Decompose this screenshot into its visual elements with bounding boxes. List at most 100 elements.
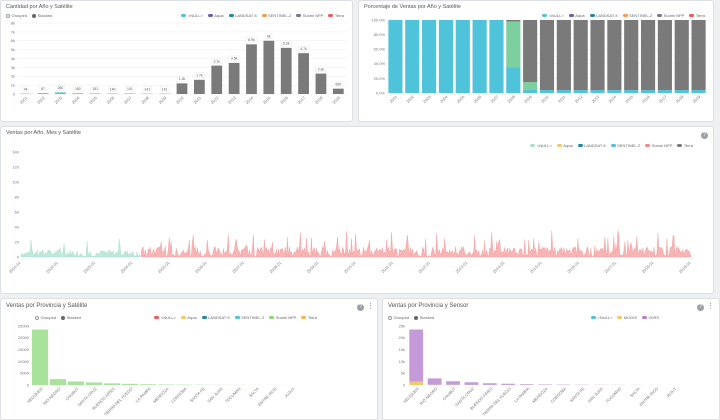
data-label-box	[125, 86, 135, 92]
legend-swatch	[228, 14, 234, 17]
legend-swatch	[234, 316, 240, 319]
legend-label: <NULL>	[536, 143, 552, 148]
chart-mode-toggle: Grouped Stacked	[35, 315, 81, 320]
y-tick-label: 40	[15, 224, 20, 229]
help-icon[interactable]: ?	[697, 303, 704, 311]
x-tick-label: SALTA	[248, 386, 260, 398]
x-tick-label: MENDOZA	[531, 386, 549, 404]
x-tick-label: 2014-01	[492, 260, 506, 274]
legend-label: <NULL>	[187, 13, 203, 18]
bar-segment	[506, 20, 521, 22]
x-tick-label: SAN JUAN	[206, 386, 224, 404]
legend-item[interactable]: Aqua	[568, 13, 585, 18]
legend-item[interactable]: Aqua	[180, 315, 197, 320]
legend-swatch	[180, 316, 186, 319]
data-label: 160	[75, 87, 81, 91]
y-tick-label: 0	[13, 91, 16, 96]
y-tick-label: 3k	[11, 65, 15, 70]
data-label-box	[108, 86, 117, 92]
legend-item[interactable]: Suomi NPP	[269, 315, 296, 320]
bar	[280, 47, 292, 94]
legend-item[interactable]: Aqua	[556, 143, 573, 148]
x-tick-label: 2003	[53, 95, 63, 105]
x-tick-label: 2003-01	[82, 260, 96, 274]
legend-item[interactable]: <NULL>	[181, 13, 203, 18]
data-label-box	[228, 55, 240, 62]
legend-item[interactable]: <NULL>	[591, 315, 612, 320]
legend-item[interactable]: Aqua	[207, 13, 224, 18]
bar-segment	[506, 21, 521, 68]
bar	[49, 379, 67, 385]
panel-porcentaje-anio-satelite: Porcentaje de Ventas por Año y Satélite …	[358, 0, 714, 122]
legend-item[interactable]: SENTINEL-2	[261, 13, 291, 18]
x-tick-label: MENDOZA	[152, 386, 170, 404]
x-tick-label: ENTRE RIOS	[257, 386, 278, 407]
x-tick-label: 2008	[140, 95, 150, 105]
y-tick-label: 25k	[399, 323, 405, 328]
legend-item[interactable]: MODIS	[617, 315, 637, 320]
legend-label: <NULL>	[597, 315, 613, 320]
legend-item[interactable]: <NULL>	[542, 13, 564, 18]
x-tick-label: 2019	[331, 95, 341, 105]
bar-segment	[405, 20, 420, 93]
grouped-toggle[interactable]: Grouped	[388, 315, 409, 320]
legend-item[interactable]: VIIRS	[642, 315, 659, 320]
x-tick-label: 2011-01	[380, 260, 394, 274]
legend-label: SENTINEL-2	[617, 143, 641, 148]
legend-item[interactable]: SENTINEL-2	[610, 143, 641, 148]
x-tick-label: 2019	[691, 94, 701, 104]
x-tick-label: SANTA FE	[189, 386, 206, 403]
legend-item[interactable]: LANDSAT 8	[201, 315, 230, 320]
legend-item[interactable]: SENTINEL-2	[622, 13, 652, 18]
more-options-icon[interactable]: ⋮	[367, 303, 374, 310]
legend-swatch	[261, 14, 267, 17]
legend-item[interactable]: Terra	[677, 143, 693, 148]
y-tick-label: 100	[12, 179, 19, 184]
legend-item[interactable]: LANDSAT 8	[589, 13, 618, 18]
x-tick-label: 2007	[123, 95, 133, 105]
legend-swatch	[610, 144, 616, 147]
help-icon[interactable]: ?	[357, 303, 364, 311]
legend-item[interactable]: Terra	[689, 13, 705, 18]
more-options-icon[interactable]: ⋮	[707, 303, 714, 310]
legend-item[interactable]: LANDSAT 8	[577, 143, 606, 148]
y-tick-label: 20k	[399, 335, 405, 340]
x-tick-label: 2019-01	[678, 260, 692, 274]
legend-item[interactable]: <NULL>	[530, 143, 552, 148]
x-tick-label: 2009	[158, 95, 168, 105]
help-icon[interactable]: ?	[701, 132, 708, 139]
stacked-toggle[interactable]: Stacked	[61, 315, 81, 320]
legend-item[interactable]: Terra	[328, 13, 344, 18]
legend-item[interactable]: Suomi NPP	[657, 13, 684, 18]
grouped-toggle[interactable]: Grouped	[35, 315, 56, 320]
y-tick-label: 15k	[399, 347, 405, 352]
grouped-toggle[interactable]: Grouped	[6, 13, 27, 18]
legend-label: SENTINEL-2	[241, 315, 265, 320]
x-tick-label: 2008	[506, 94, 516, 104]
panel-title: Porcentaje de Ventas por Año y Satélite	[364, 4, 461, 10]
y-tick-label: 80	[15, 194, 20, 199]
legend-item[interactable]: LANDSAT 8	[228, 13, 257, 18]
legend-item[interactable]: <NULL>	[154, 315, 176, 320]
legend-item[interactable]: Suomi NPP	[296, 13, 323, 18]
x-tick-label: 2005	[456, 94, 466, 104]
bar	[124, 93, 136, 94]
y-tick-label: 120	[12, 164, 19, 169]
legend-swatch	[577, 144, 583, 147]
legend-item[interactable]: Terra	[301, 315, 317, 320]
stacked-toggle[interactable]: Stacked	[32, 13, 52, 18]
x-tick-label: 2011	[192, 95, 202, 105]
x-tick-label: 2015-01	[529, 260, 543, 274]
legend-label: Suomi NPP	[663, 13, 685, 18]
legend-item[interactable]: SENTINEL-2	[234, 315, 265, 320]
x-tick-label: 2018	[314, 95, 324, 105]
legend-item[interactable]: Suomi NPP	[645, 143, 672, 148]
legend-label: Aqua	[563, 143, 573, 148]
bar	[298, 53, 309, 94]
stacked-toggle[interactable]: Stacked	[414, 315, 434, 320]
bar-segment	[691, 20, 706, 91]
data-label: 140	[110, 87, 116, 91]
y-tick-label: 60	[15, 209, 20, 214]
stacked-percent-chart: 0.0% 20.0% 40.0% 60.0% 80.0% 100.0% 2001 2002 20…	[371, 17, 707, 104]
x-tick-label: 2009-01	[306, 260, 320, 274]
